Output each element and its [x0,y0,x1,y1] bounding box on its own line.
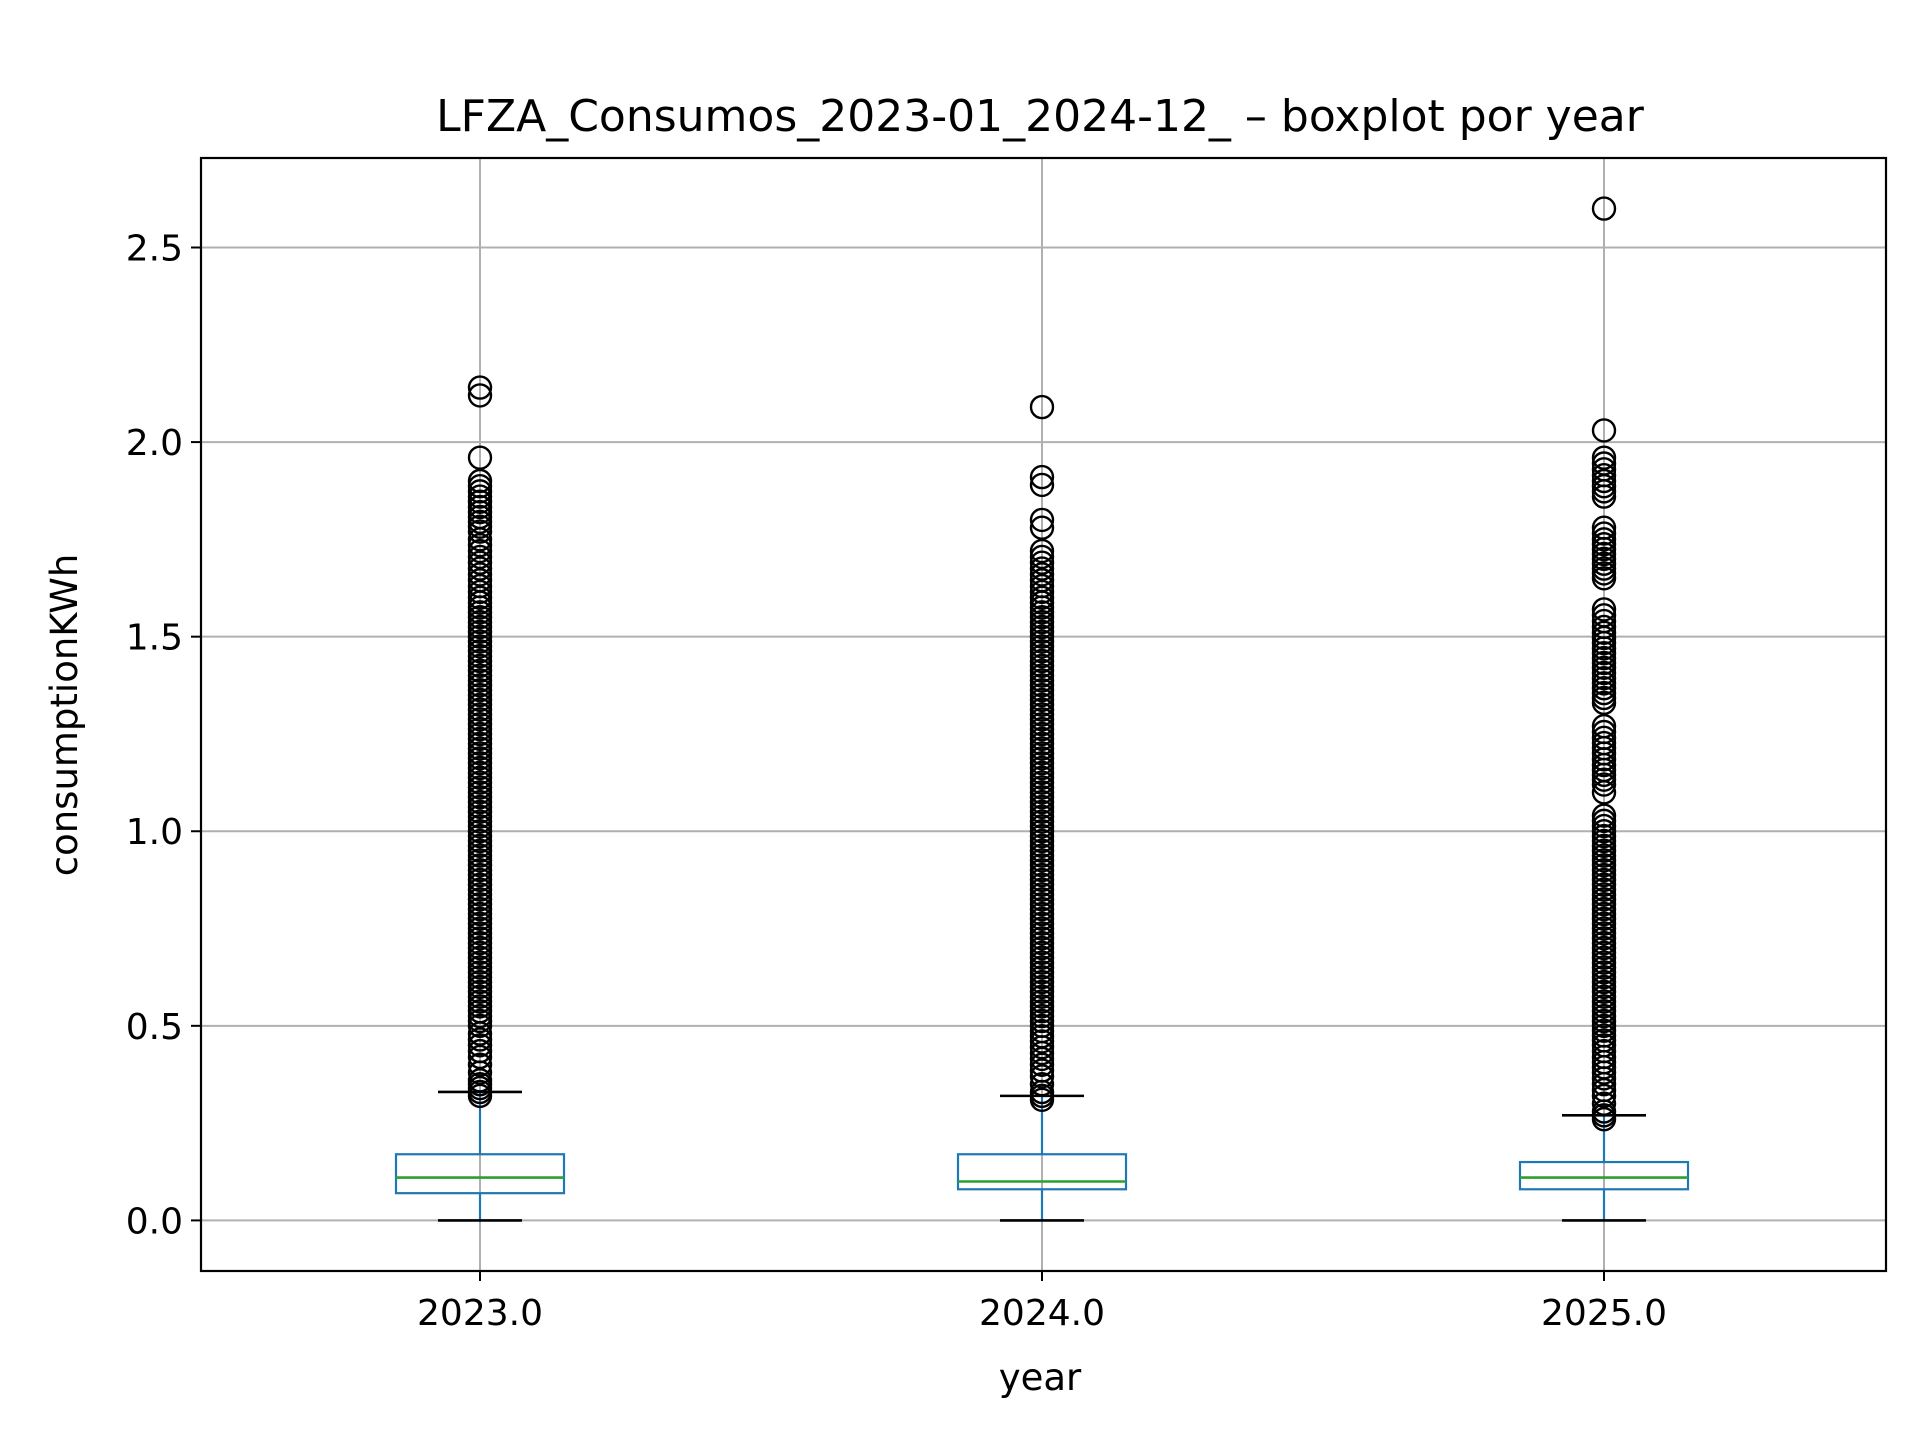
outlier-point [1591,597,1617,622]
outlier-point [467,556,493,581]
outlier-point [1029,1052,1055,1077]
y-tick-label: 0.0 [126,1201,183,1242]
outlier-point [1029,556,1055,581]
x-tick-label: 2024.0 [979,1293,1105,1334]
outlier-point [467,544,493,570]
outlier-point [1591,1091,1617,1116]
outliers-2025.0 [1591,196,1617,1132]
iqr-box [1518,1160,1690,1191]
y-tick-label: 1.5 [126,618,183,659]
chart-title: LFZA_Consumos_2023-01_2024-12_ – boxplot… [436,91,1645,142]
outlier-point [1591,451,1617,476]
outlier-point [467,538,493,564]
outlier-point [467,1038,493,1064]
outlier-point [467,1033,493,1058]
outlier-point [467,533,493,558]
outlier-point [1591,515,1617,540]
outlier-point [1029,544,1055,570]
outlier-point [1029,515,1055,540]
outlier-point [1029,585,1055,610]
y-tick-label: 1.0 [126,812,183,853]
outlier-point [1029,579,1055,605]
iqr-box [956,1153,1128,1191]
outlier-point [1029,562,1055,587]
outlier-point [1029,507,1055,533]
outlier-layer [467,196,1617,1132]
y-tick-label: 2.0 [126,423,183,464]
x-axis-label: year [999,1356,1082,1399]
outlier-point [1591,803,1617,828]
outlier-point [1591,521,1617,546]
tick-layer: 0.0 0.5 1.0 1.5 2.0 2.5 2023.0 2024.0 2025.0 [126,229,1667,1334]
outlier-point [467,445,493,470]
outlier-point [1029,538,1055,564]
outlier-point [1029,1058,1055,1083]
box-group-2025.0 [1518,1114,1690,1222]
outlier-point [467,375,493,400]
outlier-point [1591,620,1617,645]
y-axis-label: consumptionKWh [43,554,86,877]
outlier-point [1591,1038,1617,1064]
outlier-point [1591,527,1617,552]
outlier-point [1591,418,1617,443]
outlier-point [467,1044,493,1070]
outlier-point [467,579,493,605]
outlier-point [1029,550,1055,575]
outlier-point [1029,1064,1055,1089]
outlier-point [1591,725,1617,751]
plot-frame [199,156,1888,1273]
outlier-point [1591,713,1617,739]
outlier-point [1029,464,1055,490]
outlier-point [1591,462,1617,488]
outliers-2024.0 [1029,394,1055,1112]
y-tick-label: 2.5 [126,229,183,270]
outlier-point [1591,457,1617,482]
outlier-point [1591,468,1617,494]
outlier-point [467,562,493,587]
outlier-point [467,1027,493,1052]
outlier-point [1591,196,1617,221]
outlier-point [1591,1083,1617,1109]
outlier-point [467,1052,493,1077]
outlier-point [1029,1072,1055,1097]
x-tick-label: 2025.0 [1541,1293,1667,1334]
outlier-point [467,568,493,593]
outlier-point [1029,472,1055,498]
outlier-point [1591,445,1617,470]
outlier-point [467,383,493,408]
outlier-point [1029,568,1055,593]
outlier-point [1591,719,1617,745]
outlier-point [467,585,493,610]
outliers-2023.0 [467,375,493,1109]
outlier-point [1591,614,1617,640]
outlier-point [1591,603,1617,628]
outlier-point [1029,394,1055,420]
outlier-point [467,573,493,599]
outlier-point [1591,608,1617,634]
outlier-point [1029,573,1055,599]
x-tick-label: 2023.0 [417,1293,543,1334]
iqr-box [394,1153,566,1195]
outlier-point [467,1068,493,1093]
outlier-point [467,550,493,575]
y-tick-label: 0.5 [126,1007,183,1048]
outlier-point [467,468,493,494]
